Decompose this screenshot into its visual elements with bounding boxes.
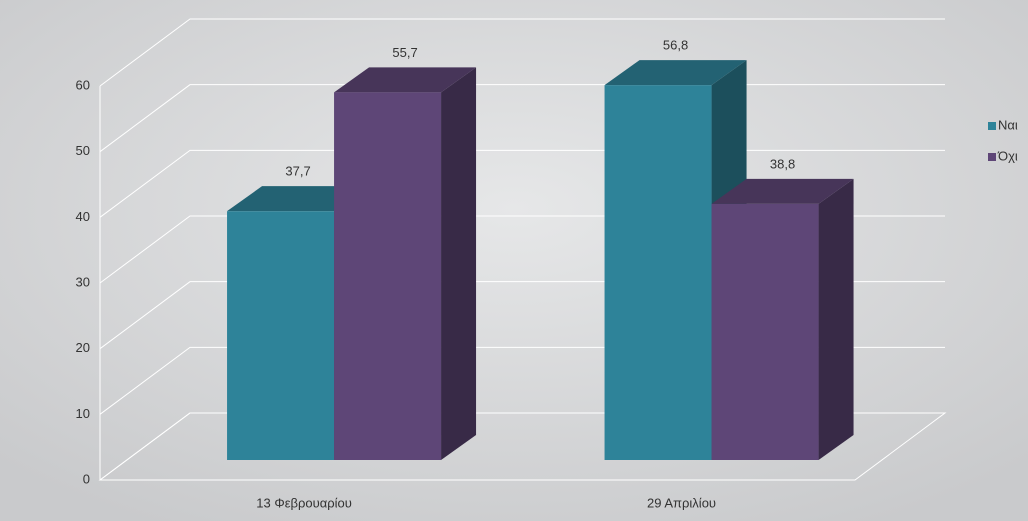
- y-tick-label: 60: [76, 77, 90, 92]
- x-tick-label: 29 Απριλίου: [647, 495, 716, 510]
- bar-top: [227, 186, 370, 212]
- y-tick-label: 30: [76, 274, 90, 289]
- y-tick-label: 50: [76, 143, 90, 158]
- bar-side: [441, 67, 477, 460]
- bar-top: [604, 60, 747, 86]
- bar: [334, 92, 442, 460]
- legend-swatch: [988, 153, 996, 161]
- bar-top: [711, 178, 854, 204]
- legend-label: Ναι: [998, 117, 1018, 132]
- bar: [604, 85, 712, 461]
- y-tick-label: 40: [76, 209, 90, 224]
- bar: [711, 203, 819, 461]
- legend-swatch: [988, 122, 996, 130]
- y-tick-label: 20: [76, 340, 90, 355]
- bar-top: [334, 67, 477, 93]
- value-label: 55,7: [392, 45, 417, 60]
- legend-label: Όχι: [997, 148, 1018, 163]
- y-tick-label: 10: [76, 406, 90, 421]
- bar-side: [818, 178, 854, 461]
- value-label: 37,7: [285, 164, 310, 179]
- value-label: 56,8: [663, 38, 688, 53]
- value-label: 38,8: [770, 156, 795, 171]
- grid-line: [99, 18, 945, 87]
- x-tick-label: 13 Φεβρουαρίου: [256, 495, 352, 510]
- y-tick-label: 0: [83, 471, 90, 486]
- bar: [227, 211, 335, 460]
